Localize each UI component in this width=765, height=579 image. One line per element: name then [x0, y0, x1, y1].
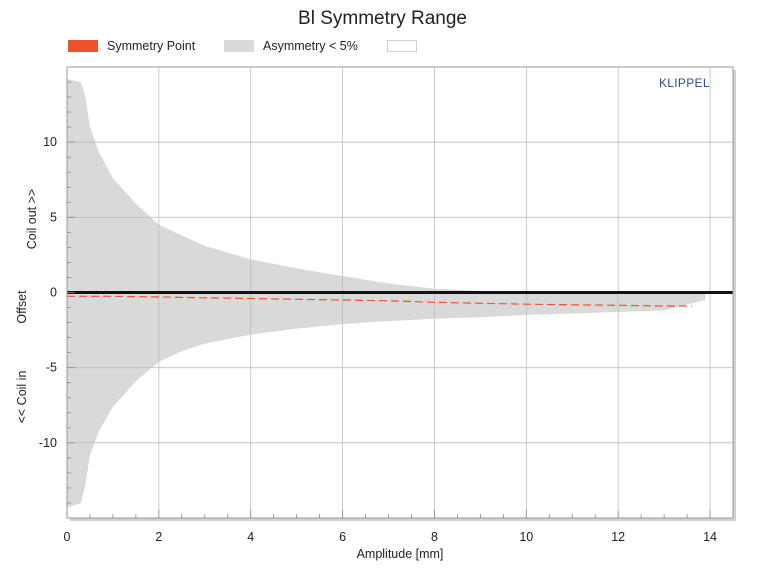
x-tick-label: 4 [247, 530, 254, 544]
y-label-coil-in: << Coil in [15, 370, 29, 424]
symmetry-point-line [67, 295, 692, 307]
y-tick-label: 10 [43, 135, 57, 149]
y-tick-label: 0 [50, 286, 57, 300]
legend-swatch-asymmetry [224, 40, 254, 52]
chart-title: Bl Symmetry Range [298, 8, 467, 29]
x-tick-label: 2 [155, 530, 162, 544]
x-tick-label: 12 [611, 530, 625, 544]
x-tick-label: 14 [703, 530, 717, 544]
x-tick-label: 0 [64, 530, 71, 544]
legend-label-asymmetry: Asymmetry < 5% [263, 39, 358, 53]
y-tick-label: -10 [39, 436, 57, 450]
x-axis-label: Amplitude [mm] [356, 547, 444, 561]
x-tick-label: 6 [339, 530, 346, 544]
brand-logo: KLIPPEL [659, 76, 710, 90]
y-tick-label: -5 [46, 361, 57, 375]
y-label-coil-out: Coil out >> [25, 188, 39, 250]
y-tick-label: 5 [50, 210, 57, 224]
legend-swatch-symmetry-point [68, 40, 98, 52]
x-tick-label: 8 [431, 530, 438, 544]
y-label-offset: Offset [15, 290, 29, 324]
legend-swatch-empty [387, 40, 417, 52]
legend-label-symmetry-point: Symmetry Point [107, 39, 196, 53]
x-tick-label: 10 [519, 530, 533, 544]
